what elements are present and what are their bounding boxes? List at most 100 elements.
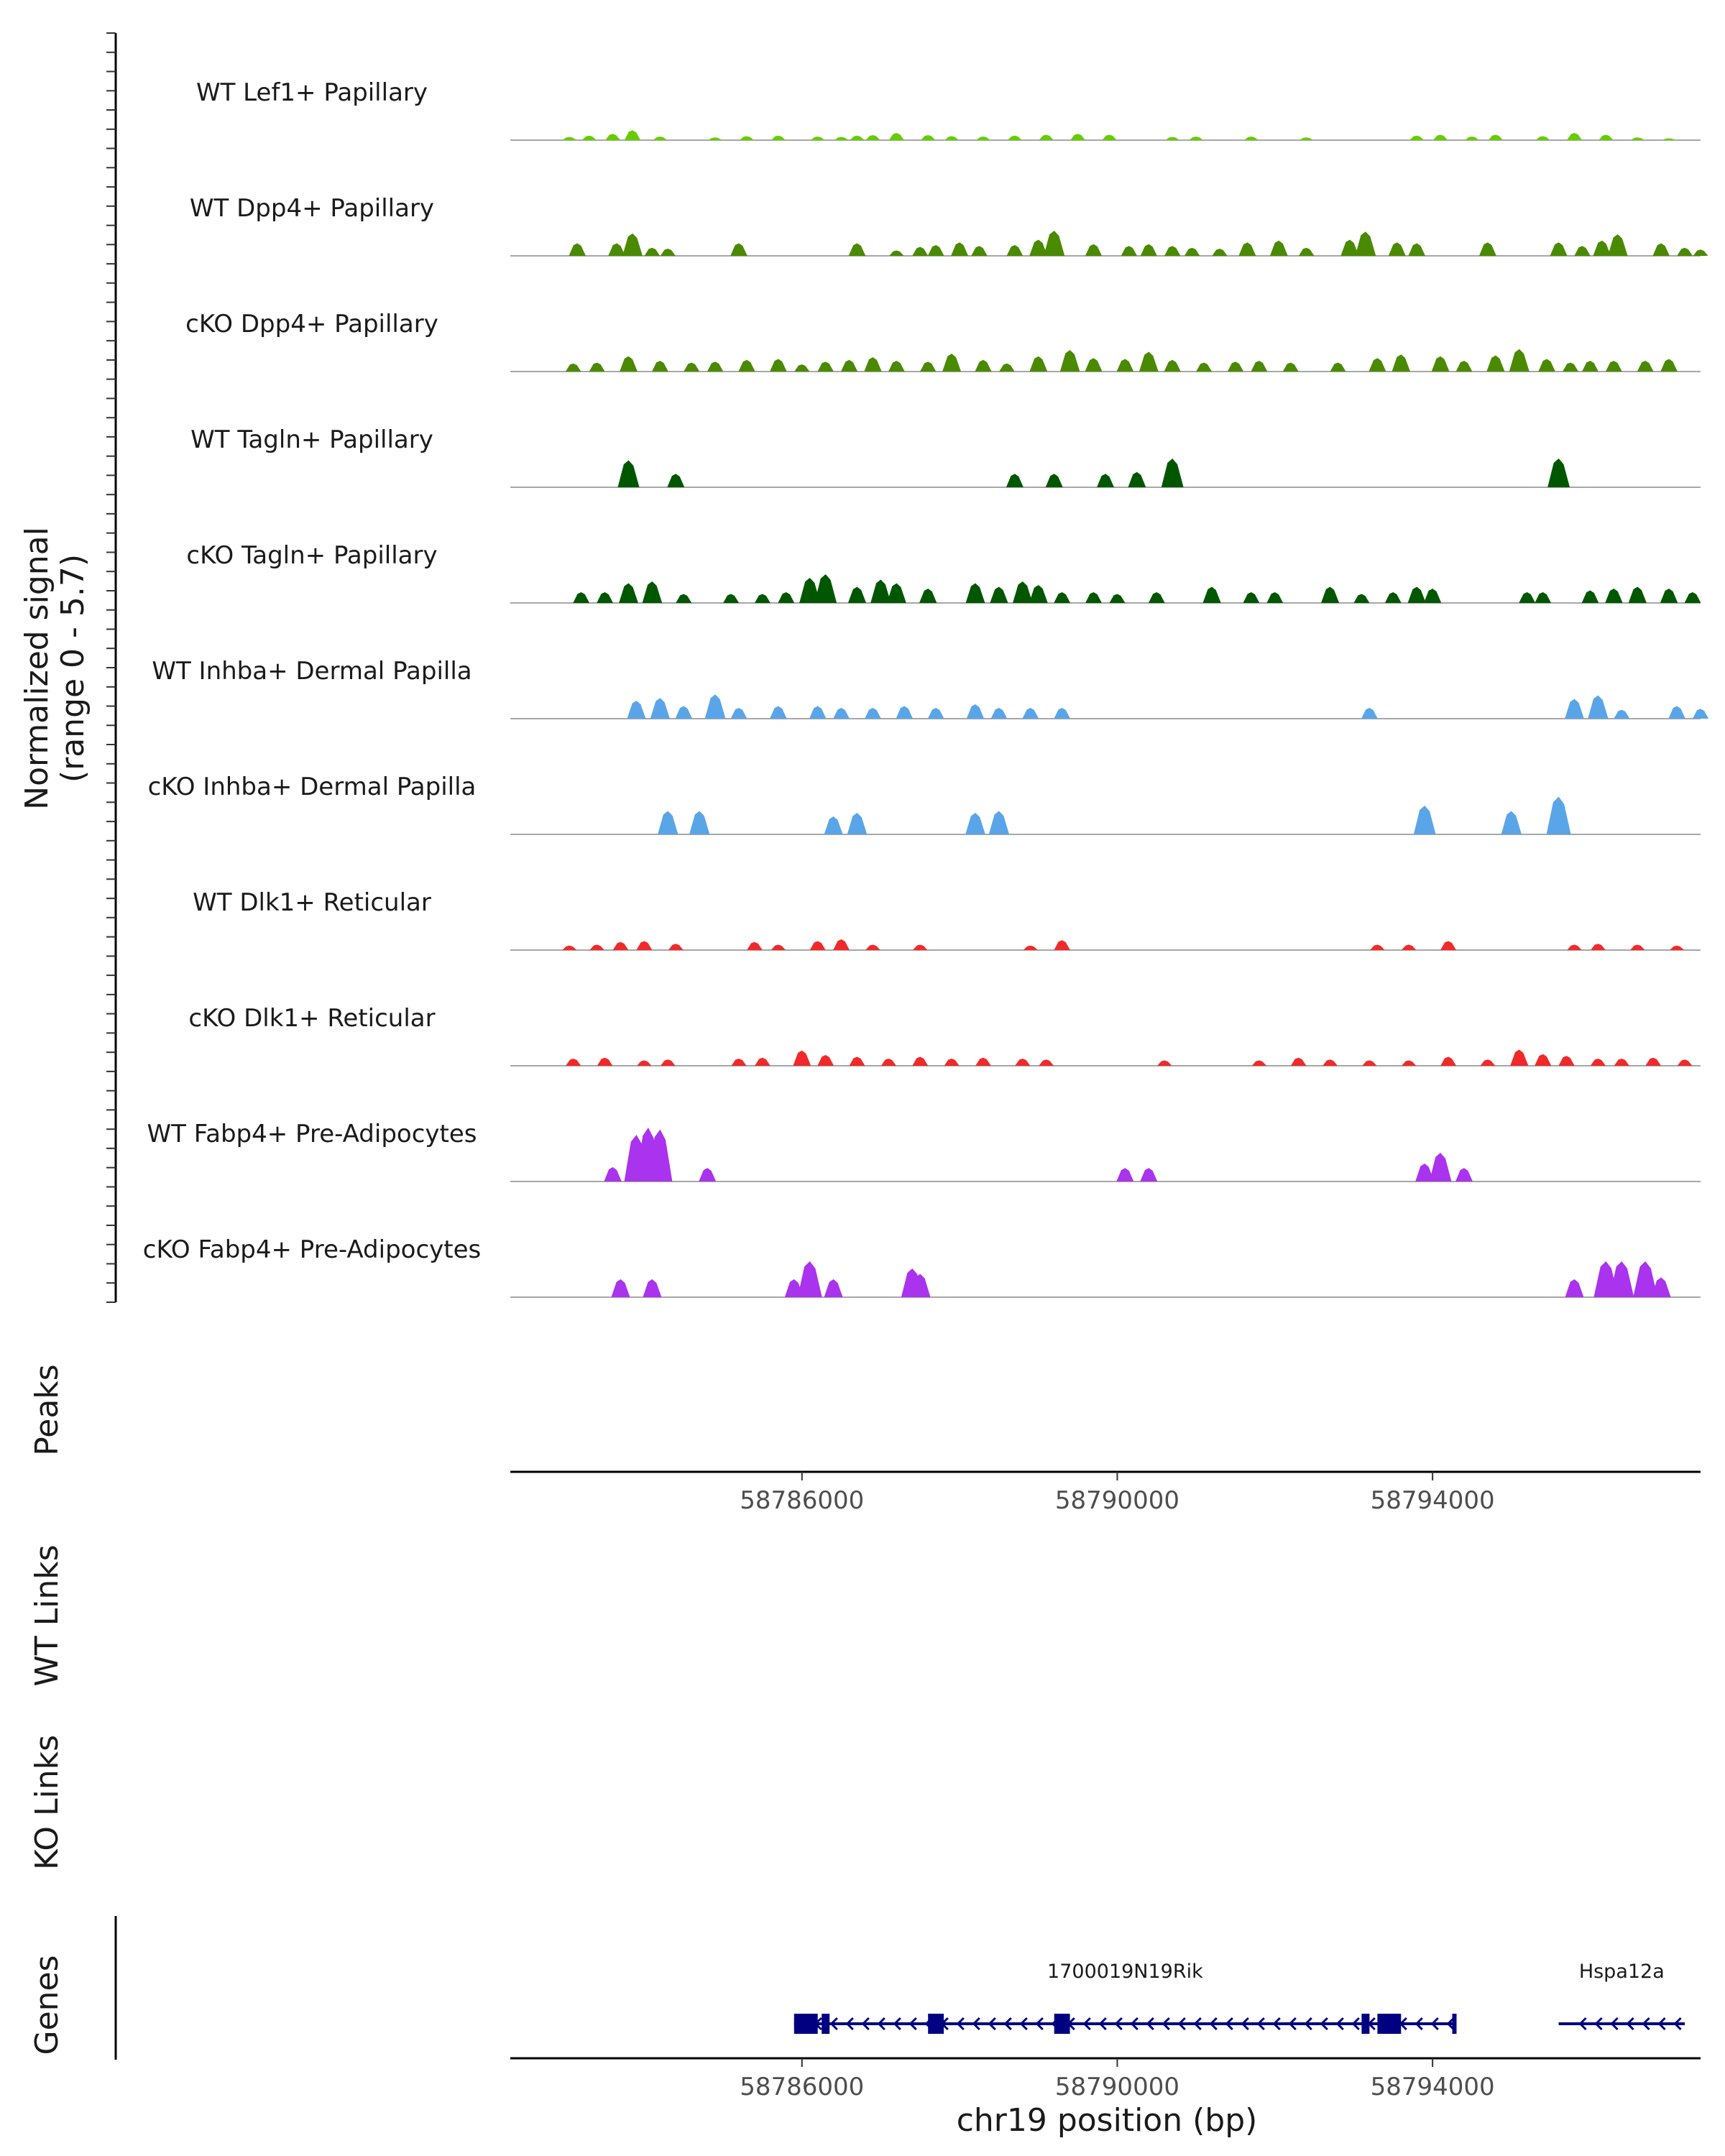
coverage-peak — [847, 586, 867, 603]
coverage-peak — [1407, 586, 1426, 603]
coverage-peak — [814, 574, 837, 603]
coverage-peak — [817, 1055, 834, 1066]
strand-arrow — [1272, 2017, 1281, 2031]
coverage-peak — [1598, 134, 1614, 140]
coverage-peak — [1409, 135, 1425, 140]
coverage-peak — [1501, 811, 1522, 834]
coverage-peak — [833, 939, 850, 950]
coverage-peak — [1535, 136, 1550, 140]
coverage-peak — [730, 708, 748, 719]
coverage-peak — [1023, 945, 1038, 950]
coverage-peak — [794, 364, 810, 372]
coverage-peak — [1652, 243, 1670, 256]
coverage-peak — [1519, 592, 1536, 603]
coverage-peak — [912, 247, 929, 256]
coverage-peak — [1455, 361, 1473, 372]
coverage-peak — [730, 243, 748, 256]
coverage-peak — [1243, 592, 1260, 603]
coverage-peak — [637, 1060, 652, 1066]
coverage-peak — [660, 249, 676, 256]
coverage-peak — [1590, 1059, 1606, 1066]
coverage-peak — [589, 362, 605, 372]
coverage-peak — [1300, 137, 1314, 140]
coverage-peak — [1567, 944, 1582, 950]
coverage-peak — [1677, 247, 1693, 256]
coverage-peak — [1609, 1261, 1634, 1297]
track-1: WT Dpp4+ Papillary — [190, 194, 1708, 257]
coverage-peak — [1565, 699, 1584, 719]
coverage-peak — [1138, 351, 1159, 372]
coverage-peak — [1488, 134, 1504, 140]
coverage-peak — [865, 708, 881, 719]
coverage-peak — [976, 137, 990, 140]
coverage-peak — [1547, 459, 1570, 487]
coverage-peak — [1429, 1153, 1452, 1181]
coverage-peak — [1007, 135, 1022, 140]
coverage-peak — [604, 1167, 622, 1181]
coverage-peak — [1140, 1168, 1158, 1181]
gene-exon — [794, 2014, 818, 2034]
strand-arrow — [956, 2017, 965, 2031]
coverage-peak — [1006, 474, 1024, 487]
coverage-peak — [865, 135, 880, 140]
coverage-peak — [1157, 1060, 1172, 1066]
track-label: WT Dlk1+ Reticular — [193, 888, 431, 917]
coverage-peak — [793, 1050, 811, 1066]
track-7: WT Dlk1+ Reticular — [193, 888, 1701, 951]
coverage-peak — [605, 134, 620, 140]
coverage-peak — [912, 1056, 929, 1066]
gene-exon — [928, 2014, 944, 2034]
coverage-peak — [1546, 796, 1571, 834]
coverage-peak — [841, 359, 858, 372]
strand-arrow — [1177, 2017, 1186, 2031]
coverage-peak — [1251, 361, 1268, 372]
coverage-peak — [1355, 231, 1376, 256]
coverage-peak — [888, 133, 904, 140]
track-label: WT Tagln+ Papillary — [190, 425, 433, 454]
coverage-peak — [850, 135, 865, 140]
coverage-peak — [1510, 1049, 1529, 1066]
coverage-peak — [1269, 240, 1288, 256]
coverage-peak — [880, 1059, 896, 1066]
coverage-peak — [1116, 359, 1134, 372]
coverage-peak — [704, 694, 726, 719]
strand-arrow — [829, 2017, 838, 2031]
coverage-peak — [1668, 706, 1685, 719]
coverage-peak — [1413, 806, 1436, 834]
x-tick-label: 58790000 — [1055, 1486, 1179, 1515]
coverage-peak — [1423, 589, 1442, 603]
coverage-peak — [581, 135, 597, 140]
gene-label: 1700019N19Rik — [1047, 1961, 1203, 1983]
coverage-peak — [1121, 246, 1138, 256]
coverage-peak — [1029, 356, 1048, 372]
coverage-peak — [889, 250, 904, 256]
strand-arrow — [1256, 2017, 1265, 2031]
track-label: cKO Inhba+ Dermal Papilla — [148, 773, 477, 801]
coverage-peak — [1321, 586, 1340, 603]
coverage-peak — [643, 1279, 662, 1297]
coverage-peak — [1368, 358, 1386, 372]
track-5: WT Inhba+ Dermal Papilla — [152, 657, 1709, 719]
coverage-peak — [608, 243, 625, 256]
coverage-peak — [1238, 242, 1256, 256]
coverage-peak — [1070, 134, 1085, 140]
track-label: cKO Dpp4+ Papillary — [185, 310, 438, 338]
coverage-peak — [1164, 246, 1181, 256]
coverage-peak — [1054, 708, 1071, 719]
coverage-peak — [755, 1057, 770, 1066]
coverage-peak — [1628, 586, 1647, 603]
gene-exon — [1361, 2014, 1370, 2034]
coverage-peak — [675, 706, 693, 719]
coverage-peak — [622, 233, 643, 256]
coverage-peak — [797, 1261, 822, 1297]
gene-annotation-track: 1700019N19Rik Hspa12a — [794, 1961, 1685, 2034]
coverage-peak — [754, 594, 770, 603]
strand-arrow — [1288, 2017, 1297, 2031]
strand-arrow — [1003, 2017, 1012, 2031]
coverage-peak — [1591, 944, 1606, 950]
coverage-peak — [1282, 362, 1299, 372]
strand-arrow — [1657, 2017, 1666, 2031]
coverage-peak — [896, 706, 914, 719]
coverage-peak — [870, 579, 891, 603]
coverage-peak — [770, 135, 786, 140]
